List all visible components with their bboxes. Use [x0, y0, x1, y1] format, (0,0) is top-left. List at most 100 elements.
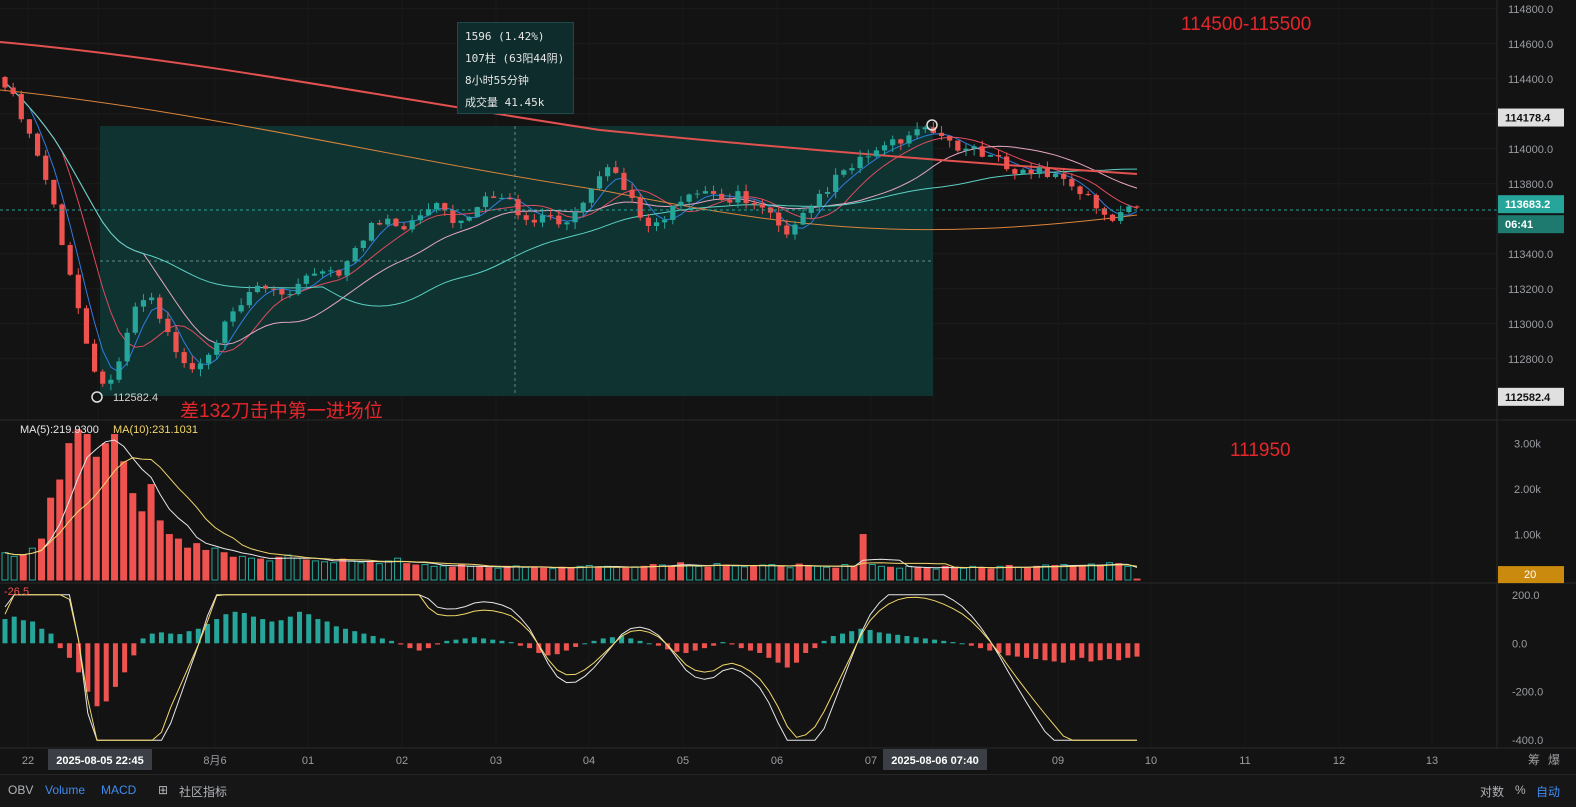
volume-bar	[1124, 565, 1132, 581]
candle-body	[727, 200, 733, 203]
candle-body	[352, 248, 358, 262]
toolbar-obv[interactable]: OBV	[8, 783, 34, 797]
volume-bar	[832, 567, 840, 581]
toolbar-percent[interactable]: %	[1515, 783, 1526, 797]
macd-histogram-bar	[214, 619, 220, 644]
macd-histogram-bar	[1106, 643, 1112, 660]
macd-histogram-bar	[66, 643, 72, 658]
volume-bar	[868, 564, 876, 581]
price-axis-label: 114800.0	[1508, 4, 1553, 16]
volume-bar	[549, 568, 557, 581]
candle-body	[254, 285, 261, 292]
volume-bar	[339, 558, 347, 581]
current-price-tag-bg	[1498, 195, 1564, 214]
volume-bar	[585, 564, 593, 581]
macd-histogram-bar	[1033, 643, 1039, 660]
low-marker-icon[interactable]	[91, 391, 103, 403]
volume-bar	[713, 563, 721, 581]
volume-bar	[622, 567, 630, 581]
price-axis-label: 113000.0	[1508, 319, 1553, 331]
grid-icon[interactable]: ⊞	[158, 783, 169, 797]
candle-body	[320, 271, 326, 274]
volume-bar	[786, 567, 794, 581]
candle-body	[947, 135, 953, 141]
candle-body	[83, 308, 90, 344]
candle-body	[263, 285, 269, 289]
candle-body	[539, 215, 546, 223]
candle-body	[59, 204, 65, 246]
volume-bar	[667, 565, 675, 581]
toolbar-auto[interactable]: 自动	[1536, 785, 1561, 799]
candle-body	[491, 196, 497, 198]
volume-bar	[1087, 563, 1095, 581]
high-marker-icon[interactable]	[926, 119, 938, 131]
time-axis-label: 05	[677, 755, 689, 767]
macd-histogram-bar	[674, 643, 680, 652]
volume-bar	[184, 547, 192, 581]
time-axis-label: 09	[1052, 755, 1064, 767]
macd-histogram-bar	[20, 620, 26, 644]
macd-histogram-bar	[186, 631, 192, 644]
candle-body	[1118, 212, 1124, 221]
candle-body	[482, 196, 489, 208]
volume-bar	[220, 552, 228, 581]
candle-body	[800, 212, 806, 225]
volume-bar	[677, 562, 685, 581]
macd-histogram-bar	[775, 643, 781, 663]
volume-ma5-label: MA(5):219.9300	[20, 424, 99, 436]
candle-body	[995, 155, 1002, 157]
candle-body	[1085, 194, 1091, 196]
volume-bar	[795, 563, 803, 581]
macd-histogram-bar	[692, 643, 698, 651]
volume-bar	[777, 565, 785, 581]
volume-bar	[996, 565, 1004, 581]
macd-histogram-bar	[453, 639, 459, 644]
macd-histogram-bar	[729, 643, 735, 645]
volume-bar	[1133, 578, 1141, 581]
volume-bar	[704, 566, 712, 581]
macd-histogram-bar	[269, 621, 275, 644]
volume-bar	[375, 563, 383, 581]
candle-body	[906, 135, 912, 144]
macd-histogram-bar	[545, 643, 551, 656]
volume-bar	[156, 520, 164, 581]
macd-histogram-bar	[1060, 643, 1066, 663]
toolbar-volume[interactable]: Volume	[45, 783, 86, 797]
volume-bar	[1115, 563, 1123, 581]
candle-body	[409, 220, 415, 230]
candle-body	[1093, 195, 1099, 209]
price-axis-label: 113400.0	[1508, 249, 1553, 261]
candle-body	[833, 174, 839, 192]
macd-histogram-bar	[324, 621, 330, 644]
candle-body	[1004, 156, 1010, 170]
macd-histogram-bar	[490, 639, 496, 644]
candle-body	[328, 270, 334, 272]
macd-histogram-bar	[895, 634, 901, 644]
volume-bar	[896, 567, 904, 581]
candle-body	[425, 209, 432, 216]
macd-histogram-bar	[803, 643, 809, 653]
macd-histogram-bar	[343, 628, 349, 644]
toolbar-community[interactable]: 社区指标	[179, 785, 228, 799]
volume-bar	[165, 534, 173, 581]
toolbar-macd[interactable]: MACD	[101, 783, 137, 797]
candle-body	[1052, 173, 1059, 177]
candle-body	[1069, 178, 1075, 187]
current-price-tag: 113683.2	[1505, 199, 1550, 211]
volume-bar	[19, 554, 27, 581]
candle-body	[963, 148, 969, 151]
candle-body	[417, 215, 423, 221]
candle-body	[515, 199, 521, 216]
volume-bar	[887, 566, 895, 581]
macd-axis-label: -200.0	[1512, 687, 1543, 699]
ma-line-teal	[4, 81, 1137, 307]
time-axis-label: 03	[490, 755, 502, 767]
volume-bar	[366, 561, 374, 581]
candle-body	[792, 224, 798, 235]
macd-histogram-bar	[793, 643, 799, 663]
volume-bar	[1005, 564, 1013, 581]
candle-body	[10, 87, 16, 94]
toolbar-log[interactable]: 对数	[1480, 785, 1505, 799]
volume-bar	[266, 560, 274, 581]
